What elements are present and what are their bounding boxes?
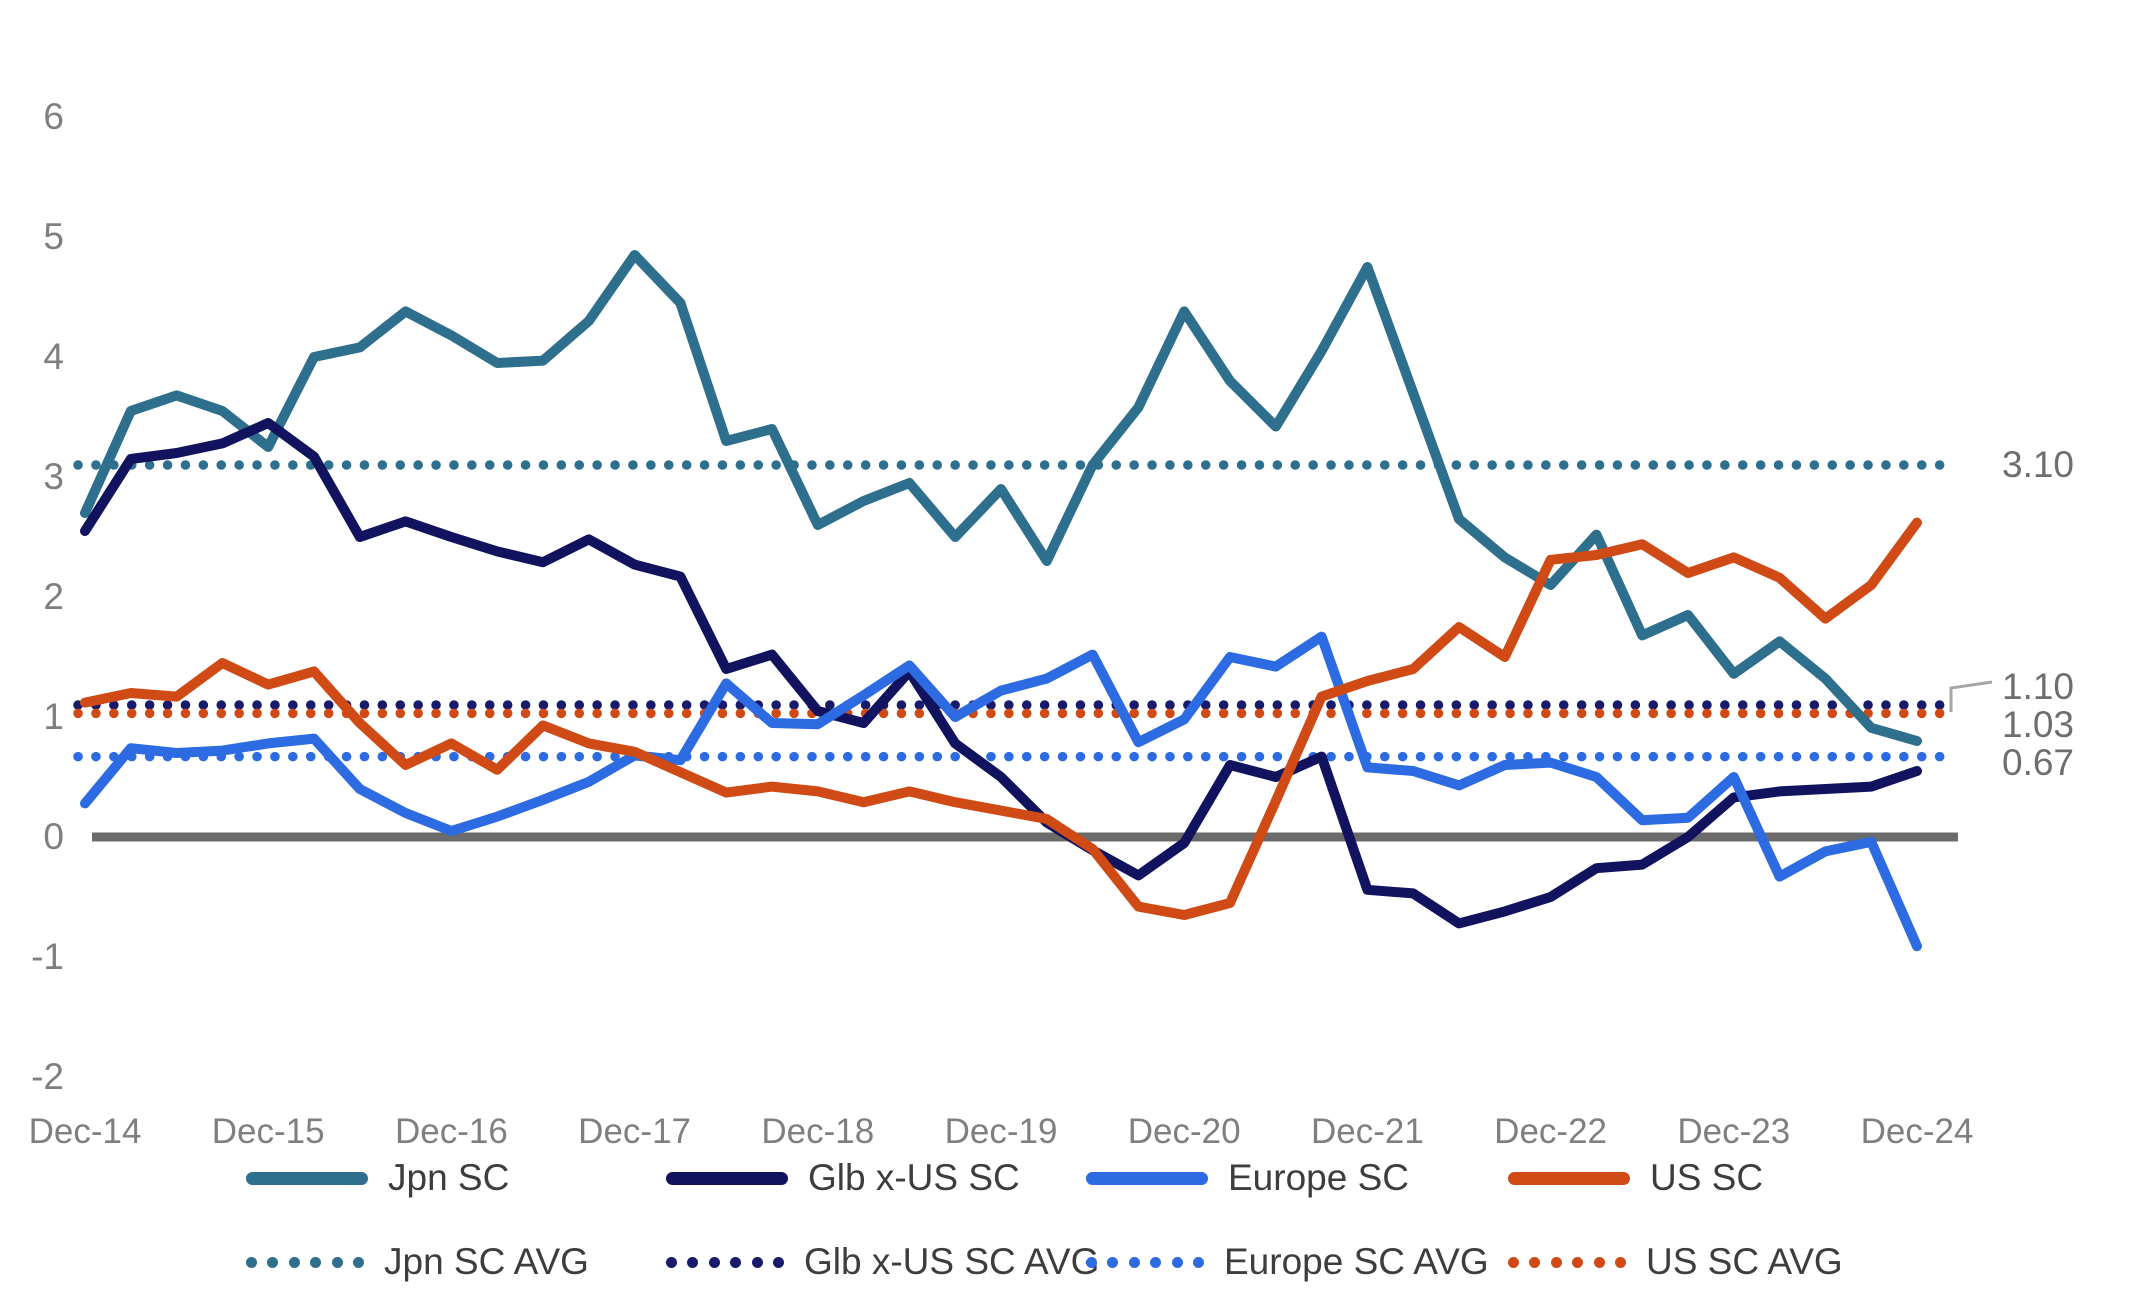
x-tick-label: Dec-22 [1494, 1112, 1607, 1151]
legend-label: Glb x-US SC [808, 1157, 1020, 1198]
avg-value-label: 1.10 [2002, 666, 2075, 707]
legend-dotted-swatch [666, 1256, 784, 1268]
legend-label: Europe SC [1228, 1157, 1409, 1198]
x-tick-label: Dec-24 [1860, 1112, 1974, 1151]
legend-dotted-swatch [1508, 1256, 1626, 1268]
avg-value-label: 1.03 [2002, 704, 2075, 745]
x-tick-label: Dec-19 [944, 1112, 1058, 1151]
y-tick-label: 1 [43, 696, 64, 737]
legend-label: Glb x-US SC AVG [804, 1241, 1100, 1282]
legend-line-swatch [1086, 1171, 1208, 1185]
y-tick-label: 2 [43, 576, 64, 617]
y-tick-label: -1 [31, 936, 64, 977]
legend-label: US SC [1650, 1157, 1764, 1198]
europe-sc-line [80, 631, 1922, 952]
x-tick-label: Dec-23 [1677, 1112, 1791, 1151]
legend-label: Jpn SC [388, 1157, 510, 1198]
legend-item-glb-x-us-sc: Glb x-US SC [666, 1157, 1020, 1198]
x-tick-label: Dec-21 [1310, 1112, 1424, 1151]
legend-item-europe-sc: Europe SC [1086, 1157, 1409, 1198]
legend-line-swatch [246, 1171, 368, 1185]
x-tick-label: Dec-20 [1127, 1112, 1241, 1151]
legend-item-europe-sc-avg: Europe SC AVG [1086, 1241, 1489, 1282]
glb-x-us-sc-line [80, 418, 1922, 929]
x-tick-label: Dec-14 [28, 1112, 142, 1151]
legend-label: Jpn SC AVG [384, 1241, 589, 1282]
avg-value-label: 0.67 [2002, 742, 2075, 783]
legend-item-glb-x-us-sc-avg: Glb x-US SC AVG [666, 1241, 1100, 1282]
y-tick-label: 0 [43, 816, 64, 857]
y-tick-label: 3 [43, 456, 64, 497]
us-sc-line [80, 517, 1922, 920]
legend-item-jpn-sc-avg: Jpn SC AVG [246, 1241, 589, 1282]
y-tick-label: -2 [31, 1056, 64, 1097]
y-tick-label: 6 [43, 96, 64, 137]
legend-line-swatch [666, 1171, 788, 1185]
avg-value-label: 3.10 [2002, 444, 2075, 485]
legend-item-us-sc-avg: US SC AVG [1508, 1241, 1843, 1282]
x-tick-label: Dec-18 [761, 1112, 875, 1151]
x-tick-label: Dec-16 [394, 1112, 508, 1151]
legend-dotted-swatch [1086, 1256, 1204, 1268]
legend-label: US SC AVG [1646, 1241, 1843, 1282]
legend-label: Europe SC AVG [1224, 1241, 1489, 1282]
leader-line [1949, 680, 1993, 712]
y-tick-label: 4 [43, 336, 64, 377]
legend-item-jpn-sc: Jpn SC [246, 1157, 510, 1198]
x-tick-label: Dec-15 [211, 1112, 325, 1151]
jpn-sc-line [80, 250, 1922, 746]
legend-line-swatch [1508, 1171, 1630, 1185]
y-tick-label: 5 [43, 216, 64, 257]
x-tick-label: Dec-17 [578, 1112, 691, 1151]
legend-dotted-swatch [246, 1256, 364, 1268]
legend-item-us-sc: US SC [1508, 1157, 1764, 1198]
